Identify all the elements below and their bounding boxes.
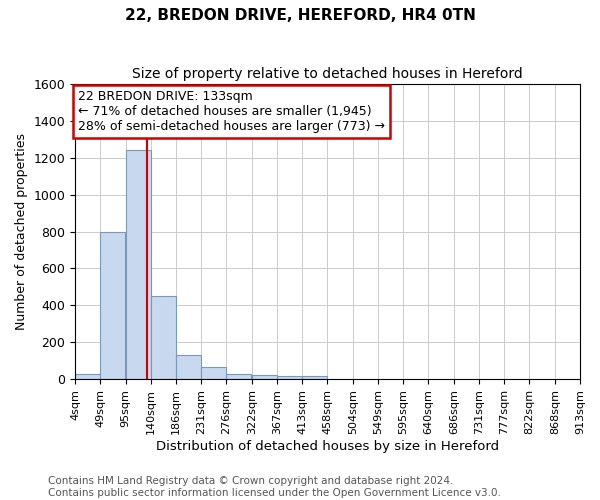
Bar [252,376,277,379]
X-axis label: Distribution of detached houses by size in Hereford: Distribution of detached houses by size … [156,440,499,452]
Title: Size of property relative to detached houses in Hereford: Size of property relative to detached ho… [132,68,523,82]
Bar [125,150,151,379]
Y-axis label: Number of detached properties: Number of detached properties [15,133,28,330]
Bar [226,374,251,379]
Bar [75,374,100,379]
Bar [151,296,176,379]
Text: 22, BREDON DRIVE, HEREFORD, HR4 0TN: 22, BREDON DRIVE, HEREFORD, HR4 0TN [125,8,475,22]
Bar [277,376,302,379]
Bar [100,232,125,379]
Text: 22 BREDON DRIVE: 133sqm
← 71% of detached houses are smaller (1,945)
28% of semi: 22 BREDON DRIVE: 133sqm ← 71% of detache… [79,90,385,132]
Text: Contains HM Land Registry data © Crown copyright and database right 2024.
Contai: Contains HM Land Registry data © Crown c… [48,476,501,498]
Bar [302,376,327,379]
Bar [201,367,226,379]
Bar [176,355,201,379]
